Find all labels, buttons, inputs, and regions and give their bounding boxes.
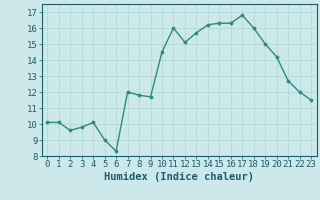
X-axis label: Humidex (Indice chaleur): Humidex (Indice chaleur) [104,172,254,182]
